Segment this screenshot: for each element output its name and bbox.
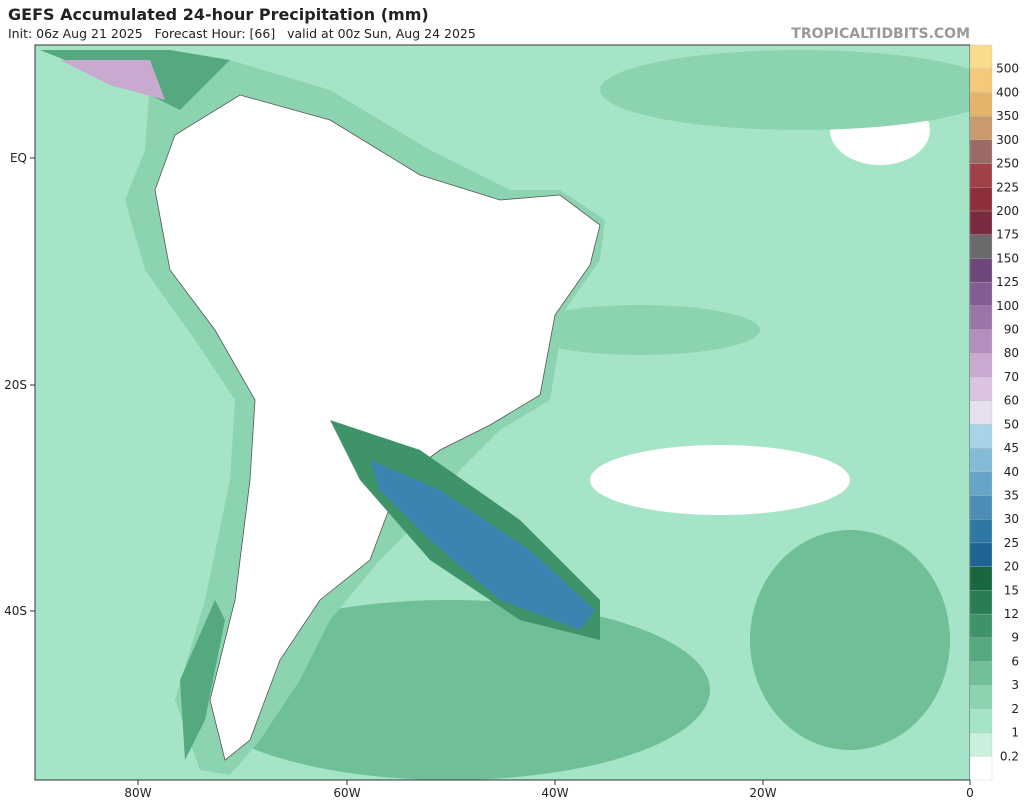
colorbar-swatch [969, 519, 993, 544]
colorbar-label: 80 [1004, 346, 1019, 360]
colorbar-swatch [969, 637, 993, 662]
colorbar-swatch [969, 115, 993, 140]
colorbar-swatch [969, 756, 993, 781]
lon-label: 40W [541, 786, 568, 800]
colorbar-label: 60 [1004, 394, 1019, 408]
colorbar-label: 45 [1004, 441, 1019, 455]
lon-label: 80W [124, 786, 151, 800]
colorbar-label: 0.2 [1000, 749, 1019, 763]
colorbar-swatch [969, 163, 993, 188]
colorbar-label: 500 [996, 62, 1019, 76]
colorbar-label: 3 [1011, 678, 1019, 692]
colorbar-swatch [969, 590, 993, 615]
colorbar-label: 12 [1004, 607, 1019, 621]
colorbar-label: 90 [1004, 323, 1019, 337]
title: GEFS Accumulated 24-hour Precipitation (… [8, 5, 429, 24]
colorbar-label: 400 [996, 85, 1019, 99]
colorbar-swatch [969, 495, 993, 520]
colorbar-label: 20 [1004, 560, 1019, 574]
colorbar-swatch [969, 68, 993, 93]
colorbar-swatch [969, 139, 993, 164]
colorbar-swatch [969, 258, 993, 283]
subtitle: Init: 06z Aug 21 2025 Forecast Hour: [66… [8, 26, 476, 41]
colorbar-swatch [969, 424, 993, 449]
colorbar-swatch [969, 210, 993, 235]
colorbar-swatch [969, 613, 993, 638]
colorbar-swatch [969, 732, 993, 757]
colorbar-swatch [969, 234, 993, 259]
colorbar-label: 125 [996, 275, 1019, 289]
site-name: TROPICALTIDBITS.COM [791, 26, 970, 42]
colorbar-swatch [969, 400, 993, 425]
colorbar-swatch [969, 685, 993, 710]
colorbar-label: 2 [1011, 702, 1019, 716]
colorbar-swatch [969, 281, 993, 306]
colorbar-label: 150 [996, 251, 1019, 265]
colorbar-swatch [969, 376, 993, 401]
colorbar-swatch [969, 542, 993, 567]
colorbar-swatch [969, 661, 993, 686]
lat-label: EQ [10, 151, 27, 165]
colorbar-swatch [969, 353, 993, 378]
lat-label: 20S [4, 378, 27, 392]
lat-label: 40S [4, 604, 27, 618]
colorbar-swatch [969, 566, 993, 591]
colorbar-label: 9 [1011, 631, 1019, 645]
colorbar-label: 6 [1011, 654, 1019, 668]
colorbar-label: 250 [996, 157, 1019, 171]
colorbar-label: 25 [1004, 536, 1019, 550]
colorbar-swatch [969, 305, 993, 330]
colorbar-swatch [969, 447, 993, 472]
lon-label: 20W [749, 786, 776, 800]
lon-label: 60W [333, 786, 360, 800]
lon-label: 0 [966, 786, 974, 800]
colorbar-label: 70 [1004, 370, 1019, 384]
colorbar-label: 225 [996, 180, 1019, 194]
map [34, 44, 971, 781]
colorbar-label: 1 [1011, 726, 1019, 740]
colorbar-swatch [969, 187, 993, 212]
colorbar-label: 175 [996, 228, 1019, 242]
colorbar-label: 200 [996, 204, 1019, 218]
colorbar-swatch [969, 329, 993, 354]
colorbar-swatch [969, 708, 993, 733]
colorbar-label: 30 [1004, 512, 1019, 526]
colorbar-swatch [969, 92, 993, 117]
colorbar-label: 15 [1004, 583, 1019, 597]
colorbar-label: 40 [1004, 465, 1019, 479]
colorbar-label: 50 [1004, 417, 1019, 431]
colorbar-label: 35 [1004, 488, 1019, 502]
colorbar-swatch [969, 44, 993, 69]
colorbar-label: 300 [996, 133, 1019, 147]
colorbar-label: 350 [996, 109, 1019, 123]
colorbar-label: 100 [996, 299, 1019, 313]
colorbar-swatch [969, 471, 993, 496]
